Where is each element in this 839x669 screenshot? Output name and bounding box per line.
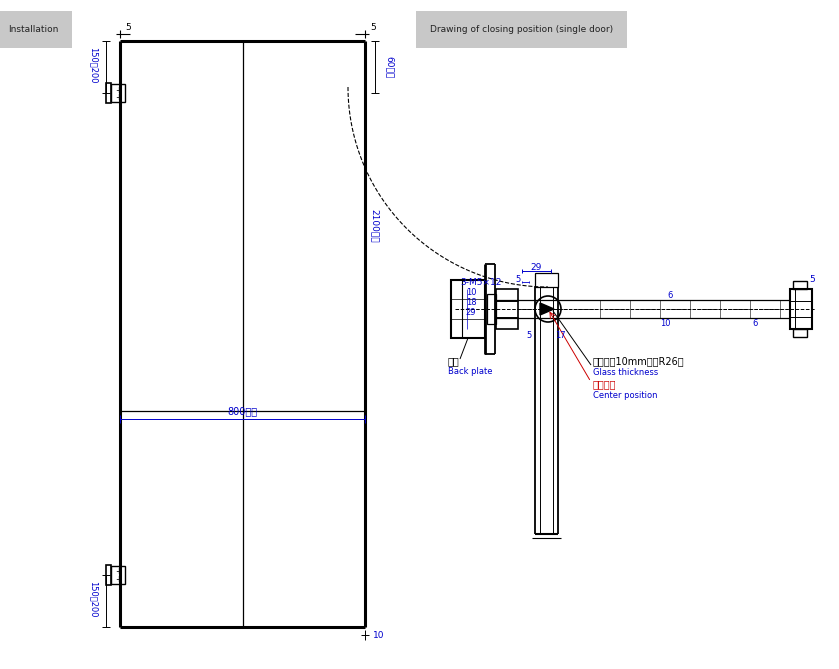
Text: Drawing of closing position (single door): Drawing of closing position (single door… <box>430 25 613 34</box>
Text: 2100以下: 2100以下 <box>370 209 379 243</box>
Text: Installation: Installation <box>8 25 59 34</box>
Circle shape <box>535 296 561 322</box>
Text: 取付図: 取付図 <box>8 12 30 25</box>
Text: 29: 29 <box>530 262 542 272</box>
Text: 17: 17 <box>555 330 565 339</box>
Bar <box>487 294 496 324</box>
Text: 60以上: 60以上 <box>385 56 394 78</box>
Bar <box>790 289 812 329</box>
Bar <box>106 83 111 103</box>
Bar <box>793 329 807 337</box>
Bar <box>535 273 558 287</box>
Text: おさまり図（片開き）: おさまり図（片開き） <box>430 12 505 25</box>
Text: +: + <box>115 92 121 102</box>
Polygon shape <box>540 303 554 315</box>
Text: +: + <box>115 575 121 583</box>
Bar <box>793 281 807 289</box>
Text: 10: 10 <box>373 630 384 640</box>
Text: 10: 10 <box>659 318 670 328</box>
Text: 800以下: 800以下 <box>227 406 258 416</box>
Text: 5: 5 <box>526 330 532 339</box>
Bar <box>111 566 125 584</box>
Bar <box>106 565 111 585</box>
Text: 6: 6 <box>753 318 758 328</box>
Text: 150～200: 150～200 <box>89 581 98 617</box>
Text: 5: 5 <box>370 23 376 31</box>
Bar <box>451 280 485 338</box>
Text: 裏板: 裏板 <box>448 356 460 366</box>
Text: 29: 29 <box>466 308 477 316</box>
Text: ガラス厘10mm時（R26）: ガラス厘10mm時（R26） <box>593 356 685 366</box>
Text: Glass thickness: Glass thickness <box>593 367 659 377</box>
Text: 150～200: 150～200 <box>89 47 98 83</box>
Bar <box>111 84 125 102</box>
Text: 回転中心: 回転中心 <box>593 379 617 389</box>
Text: 3-M5×12: 3-M5×12 <box>460 278 502 286</box>
Text: 18: 18 <box>466 298 477 306</box>
Text: 5: 5 <box>515 274 521 284</box>
Text: 5: 5 <box>125 23 131 31</box>
Bar <box>496 289 518 329</box>
Text: Back plate: Back plate <box>448 367 492 375</box>
Text: +: + <box>115 567 121 577</box>
Text: 5: 5 <box>809 274 815 284</box>
Text: 6: 6 <box>667 290 673 300</box>
Text: +: + <box>115 86 121 94</box>
Text: Center position: Center position <box>593 391 658 399</box>
Text: 10: 10 <box>466 288 477 296</box>
